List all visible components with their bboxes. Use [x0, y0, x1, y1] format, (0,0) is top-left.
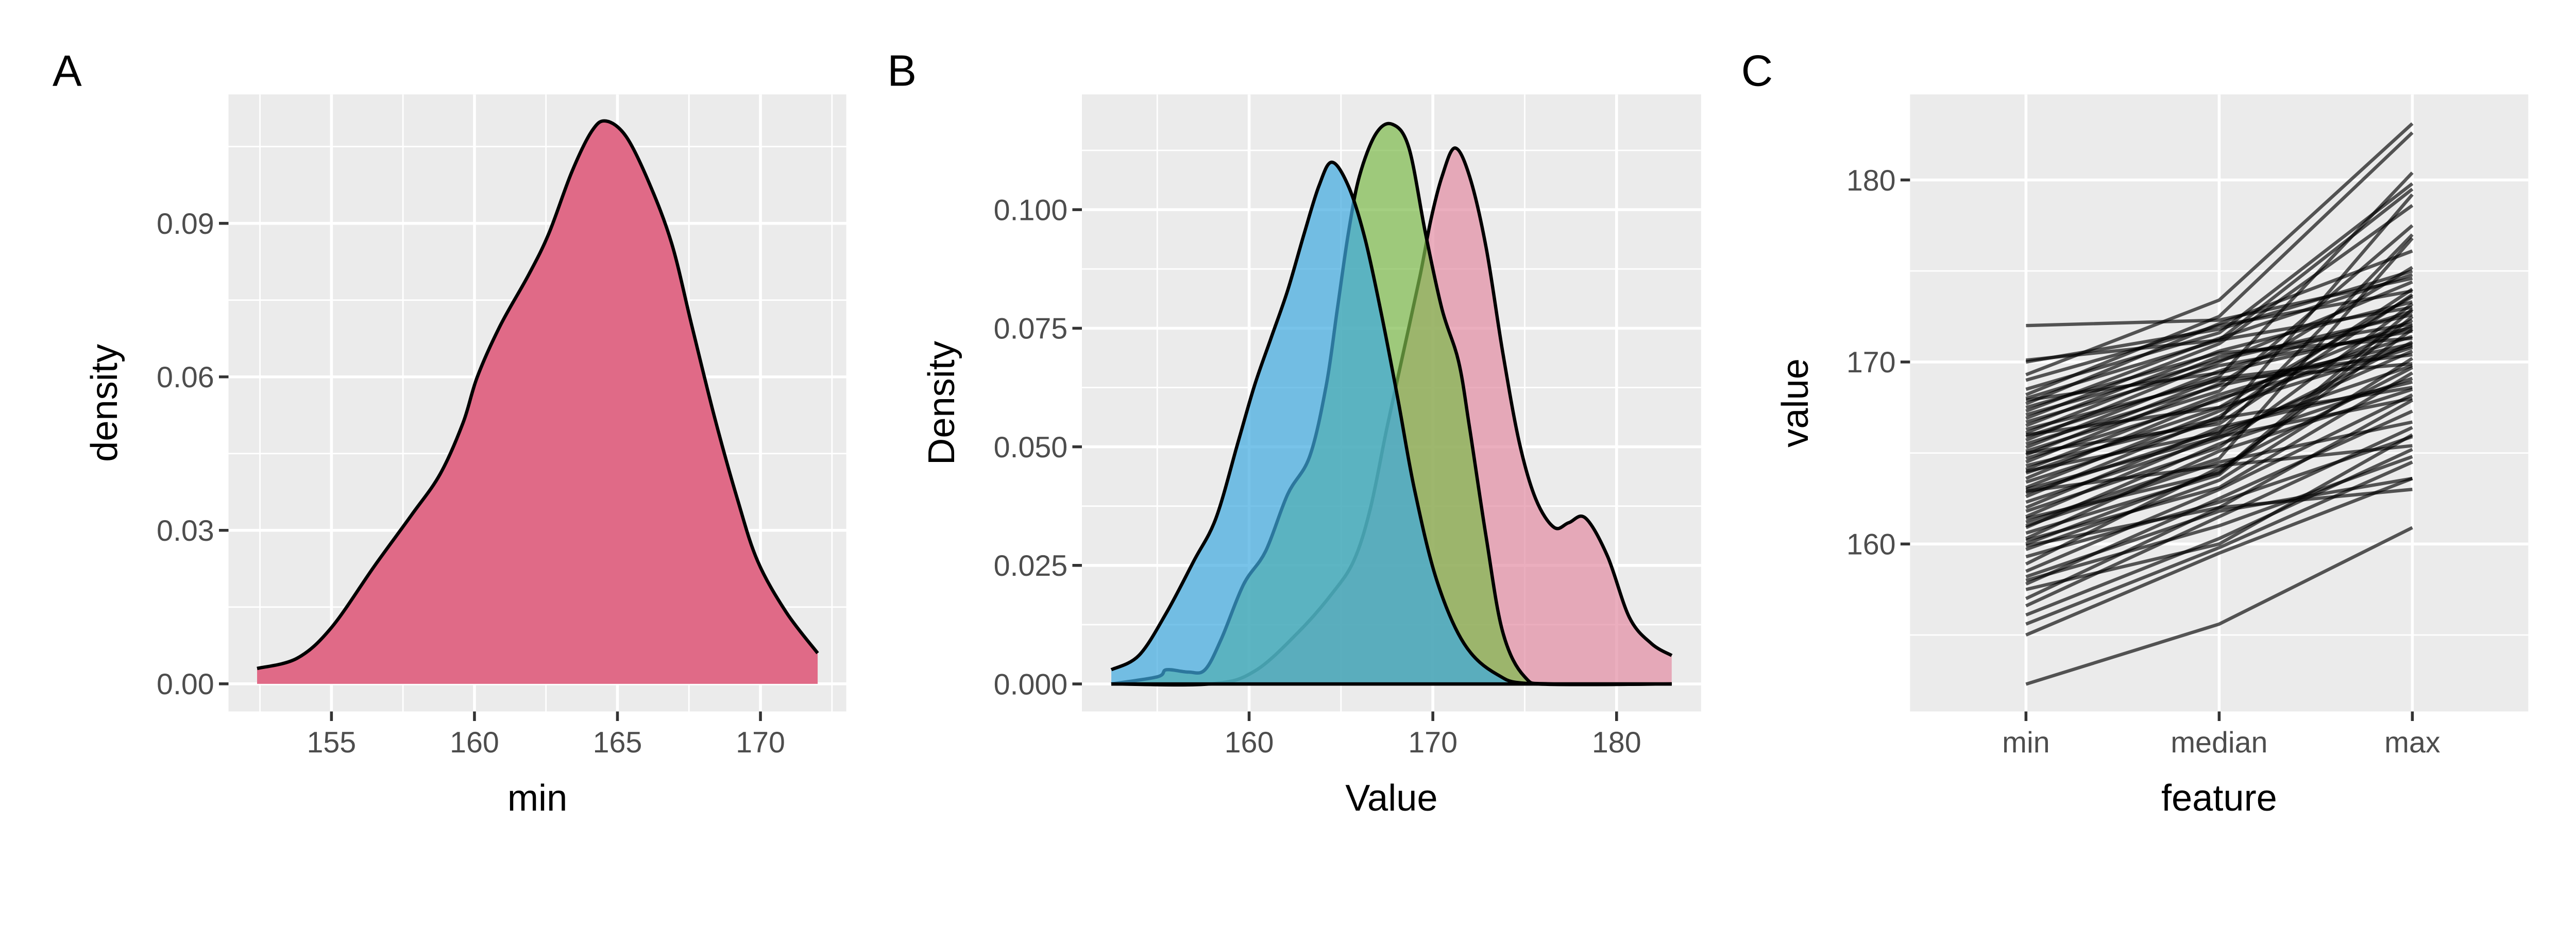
x-tick-label: 165: [593, 726, 642, 759]
profile-line: [2025, 399, 2413, 548]
profile-line: [2025, 249, 2413, 406]
profile-line: [2025, 313, 2413, 417]
profile-line: [2025, 224, 2414, 453]
y-tick-label: 170: [1846, 346, 1896, 379]
y-tick-label: 0.03: [157, 514, 214, 547]
profile-line: [2026, 277, 2413, 328]
y-tick-label: 160: [1846, 528, 1896, 561]
profile-line: [2025, 362, 2413, 431]
x-tick-label: 155: [307, 726, 356, 759]
x-axis-title: min: [507, 778, 567, 819]
y-tick-label: 0.06: [157, 361, 214, 394]
x-axis-title: feature: [2161, 778, 2277, 819]
panel-b: B 0.000 0.025 0.050 0.075 0.100 160 170 180 Value…: [887, 47, 1701, 819]
profile-line: [2025, 266, 2414, 464]
y-axis-title: Density: [921, 341, 962, 465]
profile-line: [2025, 193, 2414, 484]
profile-line: [2025, 340, 2413, 504]
panel-tag: C: [1741, 47, 1773, 96]
panel-c: C 160 170 180 min median max feature value: [1741, 47, 2529, 819]
y-axis-title: density: [84, 344, 125, 462]
x-tick-label: 170: [736, 726, 785, 759]
y-tick-label: 0.025: [994, 550, 1068, 582]
figure: A 0.00 0.03 0.06 0.09 155 160 165 170 min density B…: [53, 47, 2529, 819]
y-tick-label: 180: [1846, 164, 1896, 197]
profile-line: [2025, 318, 2413, 460]
x-tick-label: 180: [1592, 726, 1641, 759]
profile-line: [2025, 455, 2413, 582]
y-tick-label: 0.000: [994, 668, 1068, 701]
profile-line: [2025, 477, 2413, 637]
y-axis-title: value: [1775, 358, 1816, 448]
profile-line: [2025, 302, 2414, 513]
profile-line: [2025, 346, 2413, 437]
profile-line: [2025, 444, 2413, 493]
profile-line: [2025, 182, 2414, 391]
profile-line: [2026, 187, 2414, 362]
density-area-0: [257, 121, 818, 684]
y-tick-label: 0.075: [994, 313, 1068, 346]
y-tick-label: 0.00: [157, 668, 214, 701]
profile-line: [2025, 293, 2414, 455]
profile-line: [2025, 526, 2413, 686]
profile-line: [2025, 269, 2413, 364]
profile-line: [2025, 433, 2413, 591]
x-tick-label: median: [2171, 726, 2267, 759]
density-area-2: [1111, 162, 1672, 685]
profile-line: [2025, 435, 2413, 559]
profile-line: [2025, 307, 2414, 520]
x-tick-label: 170: [1408, 726, 1458, 759]
panel-a: A 0.00 0.03 0.06 0.09 155 160 165 170 min density: [53, 47, 846, 819]
profile-line: [2025, 204, 2414, 420]
x-tick-label: 160: [1225, 726, 1274, 759]
profile-line: [2025, 237, 2414, 524]
density-curve-2: [1110, 160, 1672, 686]
x-tick-label: max: [2384, 726, 2441, 759]
profile-line: [2025, 386, 2413, 468]
profile-line: [2025, 325, 2413, 402]
profile-line: [2025, 393, 2413, 573]
x-tick-label: 160: [450, 726, 499, 759]
profile-line: [2025, 233, 2414, 473]
y-tick-label: 0.09: [157, 208, 214, 241]
y-tick-label: 0.100: [994, 194, 1068, 227]
profile-line: [2025, 322, 2413, 435]
profile-line: [2025, 476, 2413, 579]
panel-tag: A: [53, 47, 82, 96]
y-tick-label: 0.050: [994, 431, 1068, 464]
density-curve-0: [257, 119, 819, 671]
profile-line: [2025, 131, 2414, 397]
x-tick-label: min: [2002, 726, 2049, 759]
profile-line: [2025, 371, 2414, 542]
x-axis-title: Value: [1345, 778, 1437, 819]
panel-tag: B: [887, 47, 917, 96]
